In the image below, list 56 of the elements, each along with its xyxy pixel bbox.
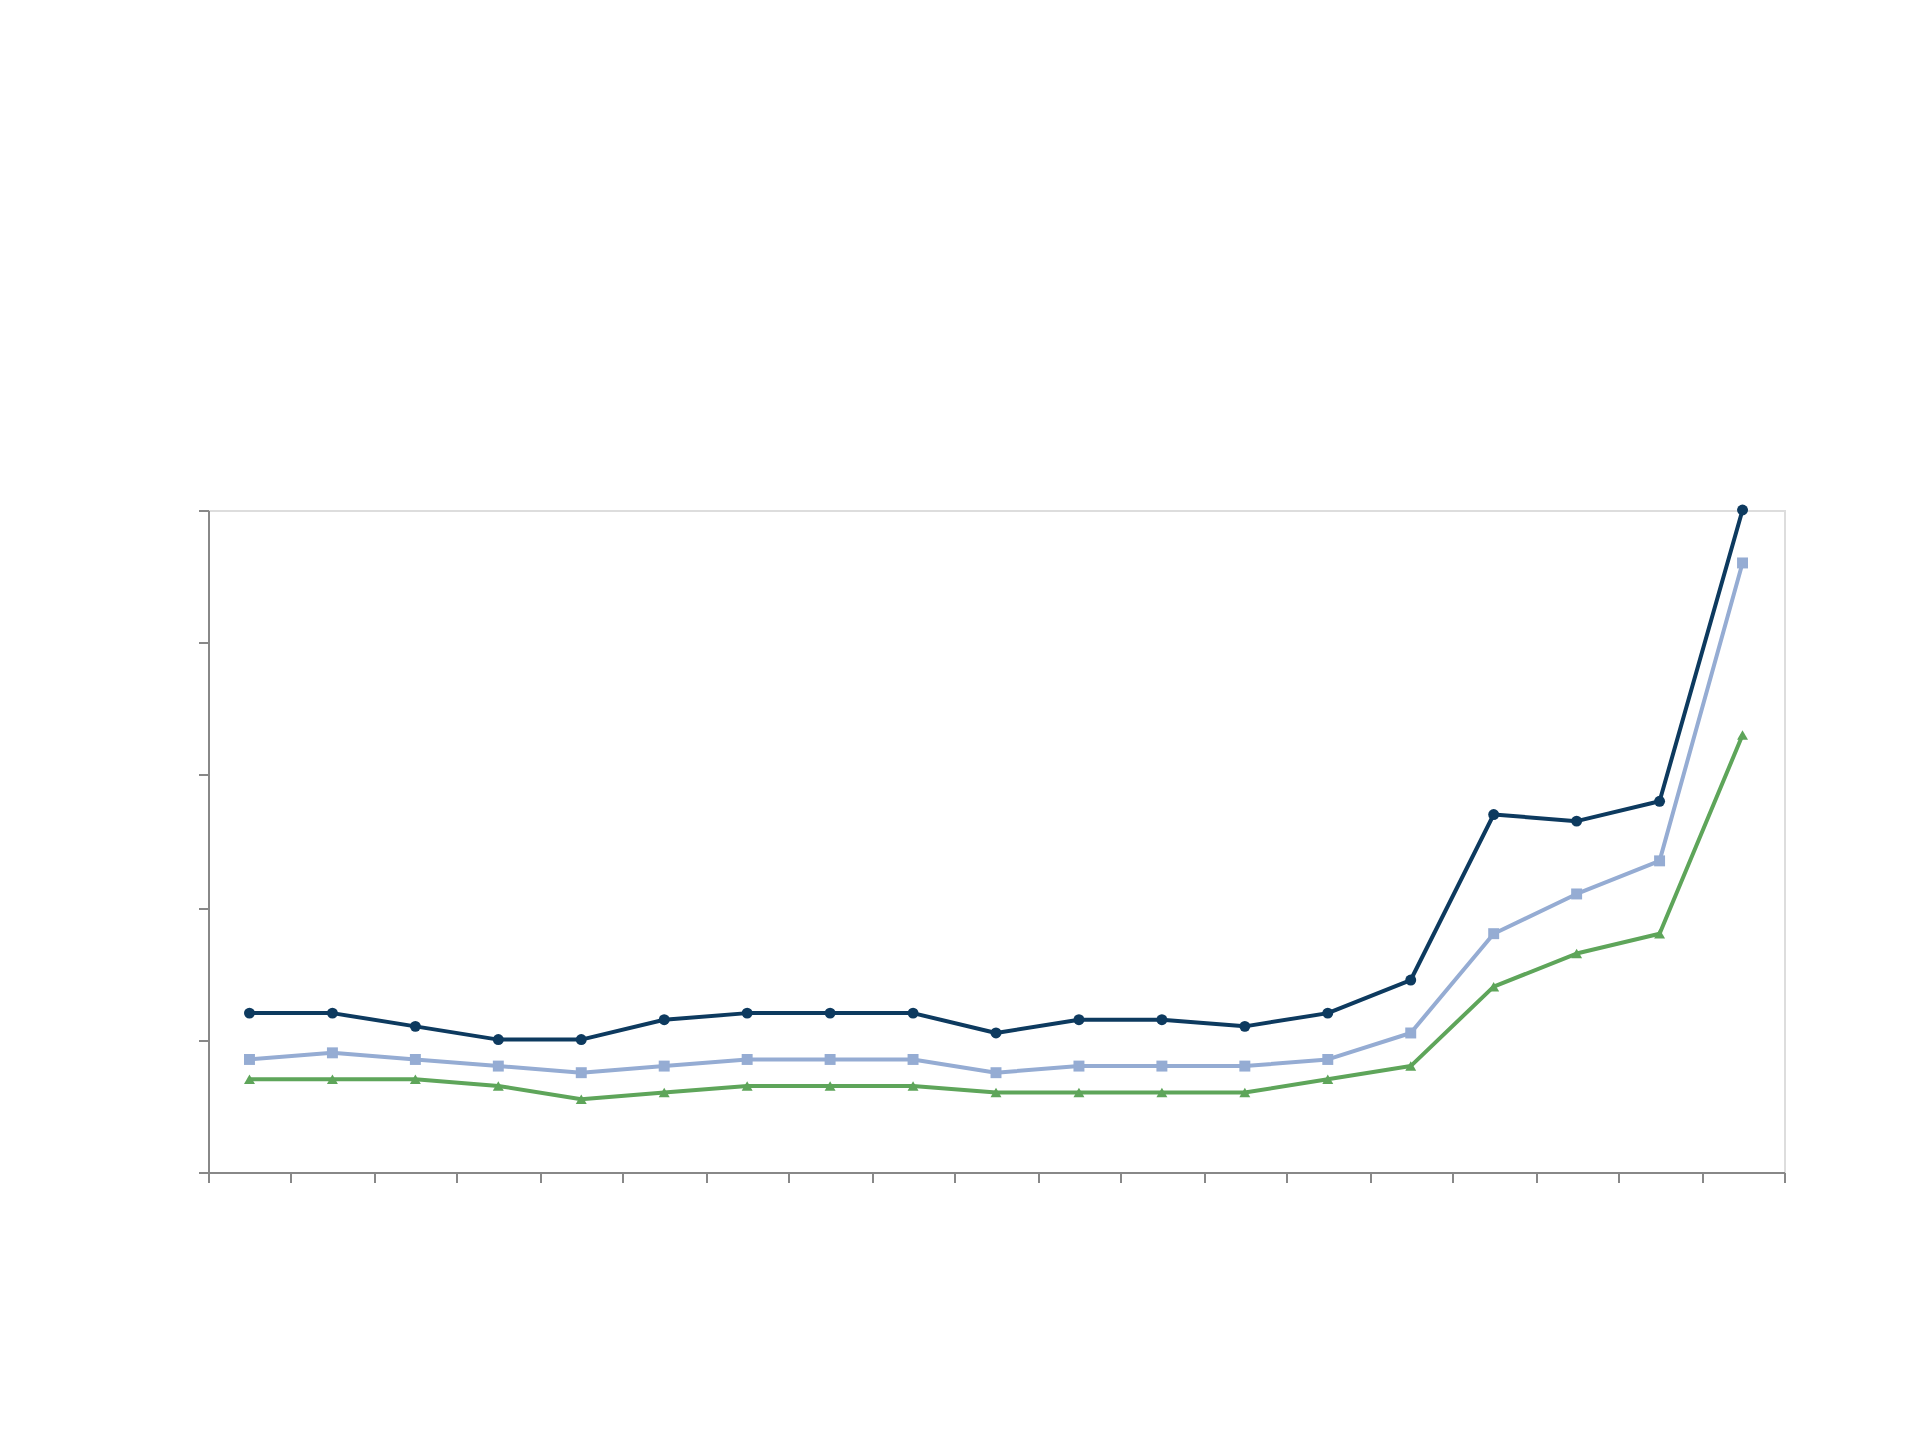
point [409,1020,421,1032]
point [658,1087,670,1098]
point [741,1007,753,1019]
point [1073,1087,1085,1098]
point [1239,1060,1251,1072]
point [1405,1061,1417,1071]
point [244,1007,255,1019]
point [1073,1060,1085,1072]
point [492,1060,504,1072]
point [1322,1074,1334,1085]
point [1571,948,1583,959]
point [409,1053,421,1065]
point [1571,815,1583,827]
point [575,1034,587,1046]
point [1239,1087,1251,1098]
point [1571,888,1583,900]
point [326,1007,338,1019]
point [907,1081,919,1091]
point [741,1081,753,1091]
point [1405,1027,1417,1039]
point [1156,1060,1168,1072]
point [824,1053,836,1065]
point [575,1067,587,1079]
point [1322,1053,1334,1065]
point [1239,1020,1251,1032]
point [326,1074,338,1085]
point [907,1053,919,1065]
point [1737,557,1748,569]
point [244,1074,255,1085]
point [1654,795,1666,807]
point [658,1014,670,1026]
point [409,1074,421,1085]
point [1073,1014,1085,1026]
point [1737,504,1748,516]
point [990,1067,1002,1079]
point [990,1027,1002,1039]
point [824,1081,836,1091]
point [1405,974,1417,986]
point [1737,730,1748,740]
point [1156,1014,1168,1026]
point [1654,928,1666,939]
point [575,1094,587,1104]
point [326,1047,338,1059]
point [741,1053,753,1065]
point [244,1053,255,1065]
point [990,1087,1002,1098]
point [1322,1007,1334,1019]
point [824,1007,836,1019]
point [658,1060,670,1072]
point [492,1034,504,1046]
point [1654,855,1666,867]
point [1156,1087,1168,1098]
point [1488,928,1500,940]
point [1488,809,1500,820]
point [907,1007,919,1019]
point [492,1081,504,1091]
